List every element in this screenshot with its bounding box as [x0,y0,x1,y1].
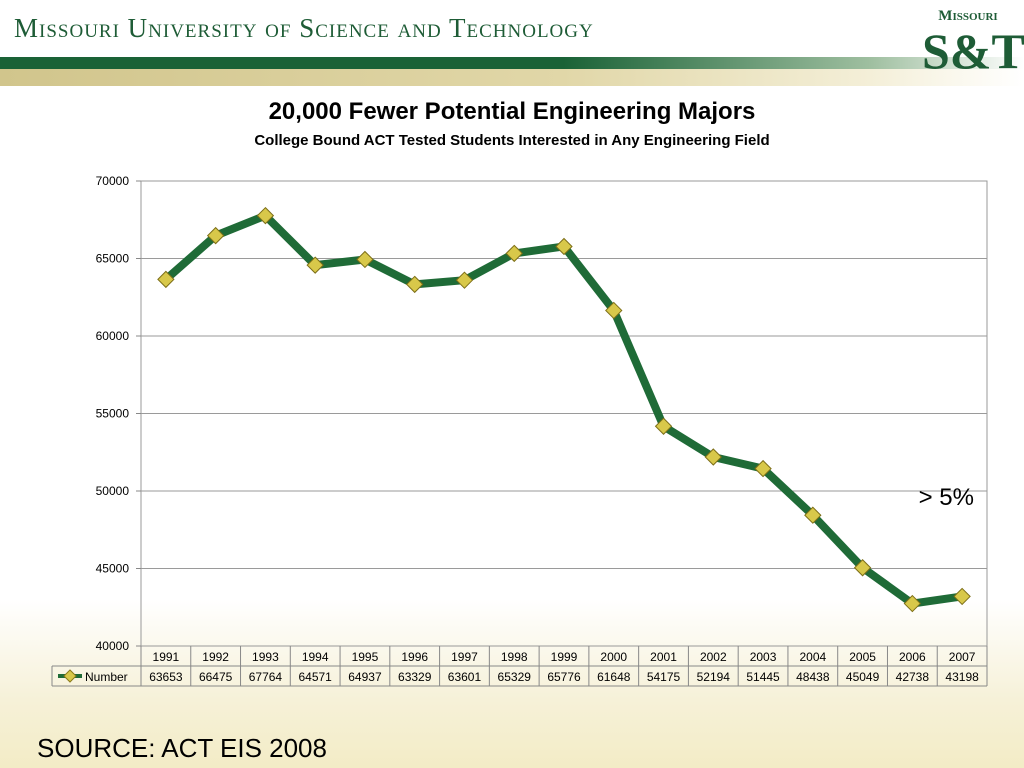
data-point [405,275,424,294]
logo-monogram: S&T [922,23,1024,79]
data-table-value: 63601 [448,670,482,684]
data-table-value: 66475 [199,670,233,684]
data-table-value: 54175 [647,670,681,684]
data-table-value: 51445 [746,670,780,684]
x-tick-label: 1999 [551,650,578,664]
x-tick-label: 1991 [153,650,180,664]
y-tick-label: 65000 [96,252,130,266]
x-tick-label: 1997 [451,650,478,664]
header-band-gold [0,69,1024,86]
data-point [555,237,573,256]
x-tick-label: 1995 [352,650,379,664]
data-point [953,587,971,606]
university-logo: Missouri S&T [920,8,1024,86]
data-point [605,301,623,320]
series-line-number [161,211,967,608]
x-tick-label: 2002 [700,650,727,664]
data-point [455,271,474,289]
data-table-value: 42738 [896,670,930,684]
data-point [704,448,723,466]
y-tick-label: 40000 [96,639,130,653]
chart-title: 20,000 Fewer Potential Engineering Major… [268,98,756,125]
data-table-value: 65329 [498,670,532,684]
data-point [505,244,523,263]
x-tick-label: 1992 [202,650,229,664]
x-tick-label: 2006 [899,650,926,664]
y-tick-label: 45000 [96,562,130,576]
data-table-value: 67764 [249,670,283,684]
chart-annotation: > 5% [919,484,974,511]
logo-wordmark: Missouri [938,8,998,24]
data-point [306,256,324,274]
data-point [754,459,772,478]
data-point [356,250,374,269]
chart-subtitle: College Bound ACT Tested Students Intere… [254,132,770,149]
university-title: Missouri University of Science and Techn… [14,13,594,43]
data-point [903,594,922,613]
x-tick-label: 1994 [302,650,329,664]
data-point [256,206,275,225]
data-table-value: 48438 [796,670,830,684]
x-tick-label: 2007 [949,650,976,664]
data-table-value: 61648 [597,670,631,684]
data-table-value: 63329 [398,670,432,684]
data-table-value: 65776 [547,670,581,684]
x-tick-label: 1993 [252,650,279,664]
data-table-value: 43198 [945,670,979,684]
y-tick-label: 60000 [96,329,130,343]
data-point [853,559,872,577]
x-tick-label: 2004 [799,650,826,664]
x-tick-label: 2001 [650,650,677,664]
data-point [804,506,822,524]
x-tick-label: 2003 [750,650,777,664]
x-tick-label: 1996 [401,650,428,664]
data-table-value: 52194 [697,670,731,684]
data-table-value: 63653 [149,670,183,684]
header-band [0,57,1024,69]
source-note: SOURCE: ACT EIS 2008 [37,733,327,763]
y-tick-label: 55000 [96,407,130,421]
data-point [654,417,673,435]
data-table-value: 64937 [348,670,382,684]
x-tick-label: 2000 [600,650,627,664]
data-point [206,226,225,245]
x-tick-label: 2005 [849,650,876,664]
data-point [157,270,175,289]
data-table-value: 64571 [298,670,332,684]
data-table-value: 45049 [846,670,880,684]
y-tick-label: 70000 [96,174,130,188]
y-tick-label: 50000 [96,484,130,498]
x-tick-label: 1998 [501,650,528,664]
legend-marker [63,669,77,683]
legend-label: Number [85,670,128,684]
